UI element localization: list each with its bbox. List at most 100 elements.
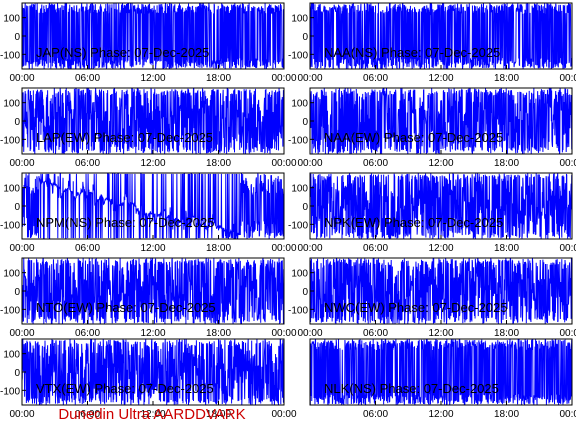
- panel-title: JAP(NS) Phase: 07-Dec-2025: [36, 45, 209, 60]
- series-trace: [310, 258, 572, 324]
- x-tick-label: 00:00: [9, 243, 34, 254]
- x-tick-label: 12:00: [428, 158, 453, 169]
- panel-8: 100 0 -100 00:00 06:00 12:00 18:00 00:00 VTX(EW)…: [0, 338, 297, 420]
- x-tick-label: 00:00: [559, 158, 576, 169]
- series-trace: [22, 88, 284, 154]
- panel-title: NWC(EW) Phase: 07-Dec-2025: [324, 300, 508, 315]
- x-tick-label: 12:00: [428, 409, 453, 420]
- x-tick-label: 00:00: [559, 409, 576, 420]
- panel-title: NPK(EW) Phase: 07-Dec-2025: [324, 215, 503, 230]
- x-tick-label: 00:00: [271, 243, 296, 254]
- x-tick-label: 18:00: [494, 328, 519, 339]
- x-tick-label: 00:00: [559, 243, 576, 254]
- x-tick-label: 06:00: [75, 158, 100, 169]
- panel-0: 100 0 -100 00:00 06:00 12:00 18:00 00:00 JAP(NS)…: [0, 2, 297, 84]
- y-tick-label: 0: [14, 117, 20, 128]
- y-tick-label: -100: [0, 220, 20, 231]
- x-tick-label: 06:00: [75, 243, 100, 254]
- x-tick-label: 00:00: [271, 409, 296, 420]
- x-tick-label: 12:00: [140, 328, 165, 339]
- x-tick-label: 12:00: [428, 328, 453, 339]
- x-tick-label: 00:00: [559, 328, 576, 339]
- panel-5: 100 0 -100 00:00 06:00 12:00 18:00 00:00 NPK(EW)…: [288, 172, 576, 254]
- y-tick-label: -100: [288, 305, 308, 316]
- x-tick-label: 12:00: [140, 73, 165, 84]
- y-tick-label: 100: [291, 99, 308, 110]
- panel-7: 100 0 -100 00:00 06:00 12:00 18:00 00:00 NWC(EW)…: [288, 257, 576, 339]
- y-tick-label: 0: [302, 117, 308, 128]
- x-tick-label: 18:00: [206, 158, 231, 169]
- y-tick-label: 0: [14, 202, 20, 213]
- panel-title: VTX(EW) Phase: 07-Dec-2025: [36, 381, 214, 396]
- y-tick-label: 100: [3, 269, 20, 280]
- panel-title: NTO(EW) Phase: 07-Dec-2025: [36, 300, 216, 315]
- y-tick-label: -100: [288, 220, 308, 231]
- series-trace: [22, 173, 284, 239]
- x-tick-label: 06:00: [363, 328, 388, 339]
- x-tick-label: 12:00: [140, 158, 165, 169]
- x-tick-label: 00:00: [271, 158, 296, 169]
- panel-2: 100 0 -100 00:00 06:00 12:00 18:00 00:00 LAP(EW)…: [0, 87, 297, 169]
- panel-6: 100 0 -100 00:00 06:00 12:00 18:00 00:00 NTO(EW)…: [0, 257, 297, 339]
- y-tick-label: 0: [14, 32, 20, 43]
- x-tick-label: 18:00: [206, 409, 231, 420]
- panel-title: LAP(EW) Phase: 07-Dec-2025: [36, 130, 213, 145]
- series-trace: [22, 258, 284, 324]
- panel-1: 100 0 -100 00:00 06:00 12:00 18:00 00:00 NAA(NS)…: [288, 2, 576, 84]
- x-tick-label: 06:00: [75, 409, 100, 420]
- panels-group: 100 0 -100 00:00 06:00 12:00 18:00 00:00 JAP(NS)…: [0, 2, 576, 420]
- x-tick-label: 00:00: [9, 409, 34, 420]
- y-tick-label: 0: [14, 368, 20, 379]
- x-tick-label: 18:00: [494, 73, 519, 84]
- x-tick-label: 00:00: [271, 328, 296, 339]
- y-tick-label: -100: [0, 135, 20, 146]
- x-tick-label: 00:00: [9, 73, 34, 84]
- panel-title: NLK(NS) Phase: 07-Dec-2025: [324, 381, 499, 396]
- y-tick-label: 0: [302, 287, 308, 298]
- x-tick-label: 06:00: [363, 158, 388, 169]
- x-tick-label: 18:00: [494, 409, 519, 420]
- y-tick-label: 100: [291, 14, 308, 25]
- x-tick-label: 00:00: [297, 73, 322, 84]
- series-trace: [310, 339, 572, 405]
- series-trace: [310, 3, 572, 69]
- x-tick-label: 12:00: [428, 243, 453, 254]
- x-tick-label: 00:00: [297, 243, 322, 254]
- y-tick-label: 0: [14, 287, 20, 298]
- x-tick-label: 06:00: [363, 409, 388, 420]
- series-trace: [310, 88, 572, 154]
- x-tick-label: 18:00: [494, 243, 519, 254]
- series-trace: [22, 339, 284, 405]
- x-tick-label: 00:00: [9, 328, 34, 339]
- y-tick-label: 100: [3, 99, 20, 110]
- x-tick-label: 00:00: [297, 158, 322, 169]
- x-tick-label: 18:00: [206, 328, 231, 339]
- panel-title: NPM(NS) Phase: 07-Dec-2025: [36, 215, 214, 230]
- y-tick-label: 100: [291, 184, 308, 195]
- panel-3: 100 0 -100 00:00 06:00 12:00 18:00 00:00 NAA(EW)…: [288, 87, 576, 169]
- panel-title: NAA(NS) Phase: 07-Dec-2025: [324, 45, 500, 60]
- x-tick-label: 18:00: [206, 243, 231, 254]
- y-tick-label: -100: [288, 135, 308, 146]
- x-tick-label: 06:00: [75, 328, 100, 339]
- x-tick-label: 06:00: [363, 243, 388, 254]
- x-tick-label: 06:00: [75, 73, 100, 84]
- panel-4: 100 0 -100 00:00 06:00 12:00 18:00 00:00 NPM(NS)…: [0, 172, 297, 254]
- x-tick-label: 06:00: [363, 73, 388, 84]
- x-tick-label: 18:00: [494, 158, 519, 169]
- panel-9: 06:00 12:00 18:00 00:00 NLK(NS) Phase: 07-De…: [309, 338, 576, 420]
- y-tick-label: -100: [0, 305, 20, 316]
- x-tick-label: 18:00: [206, 73, 231, 84]
- x-tick-label: 00:00: [271, 73, 296, 84]
- y-tick-label: 0: [302, 202, 308, 213]
- y-tick-label: 100: [291, 269, 308, 280]
- y-tick-label: -100: [0, 386, 20, 397]
- x-tick-label: 00:00: [297, 328, 322, 339]
- panel-title: NAA(EW) Phase: 07-Dec-2025: [324, 130, 503, 145]
- y-tick-label: 100: [3, 350, 20, 361]
- x-tick-label: 00:00: [559, 73, 576, 84]
- x-tick-label: 12:00: [428, 73, 453, 84]
- x-tick-label: 12:00: [140, 409, 165, 420]
- x-tick-label: 12:00: [140, 243, 165, 254]
